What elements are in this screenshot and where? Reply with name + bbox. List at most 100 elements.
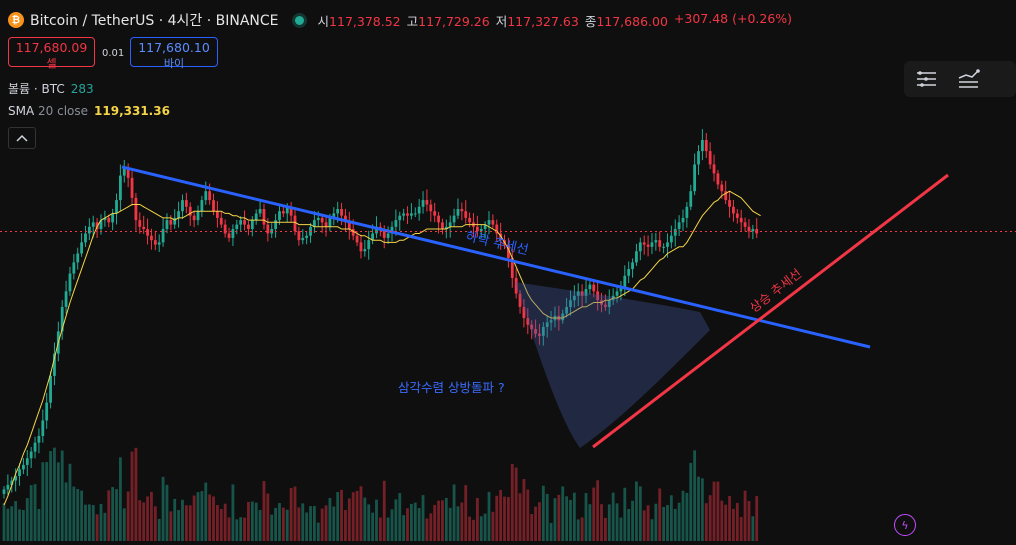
object-tree-icon[interactable] xyxy=(914,69,938,89)
close-value: 117,686.00 xyxy=(596,13,668,29)
volume-bar xyxy=(735,502,739,541)
sell-label: 셀 xyxy=(46,57,57,70)
candle-body xyxy=(305,235,309,238)
candle-body xyxy=(704,140,708,152)
indicator-chart-icon[interactable] xyxy=(956,69,980,89)
volume-bar xyxy=(285,509,289,541)
volume-indicator[interactable]: 볼륨 · BTC 283 xyxy=(8,80,94,97)
volume-bar xyxy=(685,492,689,541)
candle-body xyxy=(646,244,650,247)
volume-bar xyxy=(313,506,316,541)
volume-bar xyxy=(219,509,223,541)
volume-bar xyxy=(103,512,107,541)
candle-body xyxy=(588,284,592,290)
candle-body xyxy=(689,191,693,207)
sma-value: 119,331.36 xyxy=(94,104,170,118)
candle-body xyxy=(274,220,277,230)
candle-body xyxy=(126,168,130,178)
volume-bar xyxy=(479,516,483,541)
volume-bar xyxy=(99,503,103,541)
candle-body xyxy=(518,293,522,307)
candle-body xyxy=(119,175,122,201)
volume-bar xyxy=(635,481,638,541)
volume-bar xyxy=(340,489,343,541)
candle-body xyxy=(130,177,134,198)
volume-bar xyxy=(351,492,355,541)
buy-button[interactable]: 117,680.10 바이 xyxy=(130,37,218,70)
uptrend-line xyxy=(592,173,949,449)
volume-bar xyxy=(732,508,735,541)
volume-bar xyxy=(223,503,227,541)
candle-body xyxy=(115,200,118,214)
candle-body xyxy=(631,262,634,270)
volume-bar xyxy=(448,507,452,541)
volume-bar xyxy=(320,508,324,541)
candle-body xyxy=(701,140,704,152)
candle-body xyxy=(615,291,619,296)
candle-body xyxy=(510,257,514,278)
volume-bar xyxy=(153,506,157,541)
volume-bar xyxy=(627,509,631,541)
volume-bar xyxy=(499,489,503,541)
candle-body xyxy=(22,464,25,470)
candle-body xyxy=(584,289,588,296)
candle-body xyxy=(693,164,697,192)
candle-body xyxy=(150,235,153,241)
volume-bar xyxy=(441,500,444,541)
candle-body xyxy=(371,233,374,241)
candle-body xyxy=(328,217,332,227)
volume-bar xyxy=(37,508,41,541)
candle-body xyxy=(184,200,188,207)
volume-bar xyxy=(130,451,134,541)
candle-body xyxy=(468,217,471,223)
volume-bar xyxy=(697,476,700,541)
volume-bar xyxy=(266,493,270,541)
volume-bar xyxy=(18,509,21,541)
candle-body xyxy=(658,240,662,247)
candle-body xyxy=(673,229,677,236)
buy-price: 117,680.10 xyxy=(138,40,210,55)
candle-body xyxy=(522,306,526,319)
candle-body xyxy=(747,226,751,232)
candle-body xyxy=(91,222,95,227)
symbol-title[interactable]: Bitcoin / TetherUS · 4시간 · BINANCE xyxy=(30,13,279,29)
volume-bar xyxy=(192,495,196,541)
candle-body xyxy=(425,200,429,205)
candle-body xyxy=(227,233,231,238)
volume-bar xyxy=(468,516,471,541)
volume-bar xyxy=(173,498,177,541)
bitcoin-icon: ₿ xyxy=(8,12,24,28)
volume-bar xyxy=(33,484,37,541)
sell-button[interactable]: 117,680.09 셀 xyxy=(8,37,95,70)
candle-body xyxy=(45,402,49,421)
candle-body xyxy=(635,251,638,263)
candle-body xyxy=(157,242,161,245)
volume-bar xyxy=(693,450,697,541)
lightning-icon[interactable]: ϟ xyxy=(894,514,916,536)
volume-bar xyxy=(541,485,545,541)
volume-bar xyxy=(204,482,208,541)
candle-body xyxy=(297,231,301,241)
candle-body xyxy=(479,229,483,232)
candle-body xyxy=(80,242,83,254)
volume-bar xyxy=(526,489,530,541)
candle-body xyxy=(320,217,324,223)
volume-bar xyxy=(739,517,743,541)
volume-bar xyxy=(394,499,398,541)
volume-bar xyxy=(534,506,537,541)
volume-bar xyxy=(530,514,534,541)
annotation-triangle-breakout: 삼각수렴 상방돌파 ? xyxy=(398,380,505,395)
volume-bar xyxy=(557,494,561,541)
sma-indicator[interactable]: SMA 20 close 119,331.36 xyxy=(8,104,170,118)
candle-body xyxy=(642,242,646,245)
candle-body xyxy=(572,295,576,301)
collapse-indicators-button[interactable] xyxy=(8,127,36,149)
volume-bar xyxy=(615,503,619,541)
candle-body xyxy=(355,235,359,243)
volume-bar xyxy=(631,500,634,541)
candle-body xyxy=(716,173,720,185)
volume-bar xyxy=(161,476,165,541)
volume-bar xyxy=(150,491,153,541)
